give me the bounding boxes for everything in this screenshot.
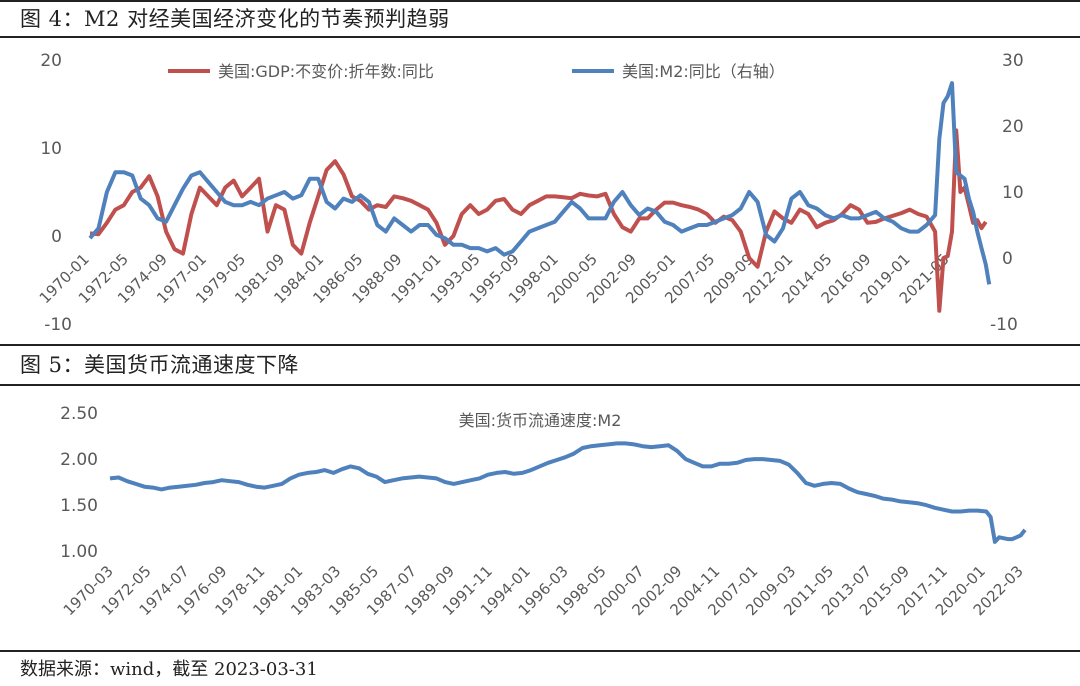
y-tick-1.00: 1.00 [60,542,98,562]
right-tick-10: 10 [1002,183,1024,203]
figure5-lines [109,441,1027,544]
y-tick-2.50: 2.50 [60,404,98,424]
figure5-title: 图 5：美国货币流通速度下降 [0,344,1080,386]
figure4-title: 图 4：M2 对经美国经济变化的节奏预判趋弱 [0,0,1080,38]
series-line-gdp [89,128,988,313]
figure5-chart-title: 美国:货币流通速度:M2 [459,411,622,430]
legend-m2-label: 美国:M2:同比（右轴） [622,62,785,81]
series-line-velocity [109,441,1027,544]
figure4-lines [88,81,992,313]
figure4-left-axis-ticks: 20 10 0 -10 [40,51,72,335]
right-tick-neg10: -10 [990,315,1018,335]
left-tick-20: 20 [40,51,62,71]
figure5-x-ticks: 1970-031972-051974-071976-091978-111981-… [60,562,1027,619]
right-tick-0: 0 [1002,249,1013,269]
figure4-right-axis-ticks: 30 20 10 0 -10 [990,51,1024,335]
left-tick-10: 10 [40,139,62,159]
left-tick-0: 0 [51,227,62,247]
y-tick-1.50: 1.50 [60,496,98,516]
footer-divider [0,650,1080,652]
right-tick-30: 30 [1002,51,1024,71]
series-line-m2 [88,81,992,285]
y-tick-2.00: 2.00 [60,450,98,470]
figure5-y-ticks: 2.50 2.00 1.50 1.00 [60,404,98,562]
figure5-chart: 美国:货币流通速度:M2 2.50 2.00 1.50 1.00 1970-03… [60,404,1027,619]
right-tick-20: 20 [1002,117,1024,137]
figure4-x-ticks: 1970-011972-051974-091977-011979-051981-… [36,250,953,307]
source-footnote: 数据来源：wind，截至 2023-03-31 [20,659,318,680]
figure4-chart: 20 10 0 -10 30 20 10 0 -10 美国:GDP:不变价:折年… [36,51,1024,335]
figure4-legend: 美国:GDP:不变价:折年数:同比 美国:M2:同比（右轴） [168,62,785,81]
legend-gdp-label: 美国:GDP:不变价:折年数:同比 [218,62,434,81]
left-tick-neg10: -10 [44,315,72,335]
